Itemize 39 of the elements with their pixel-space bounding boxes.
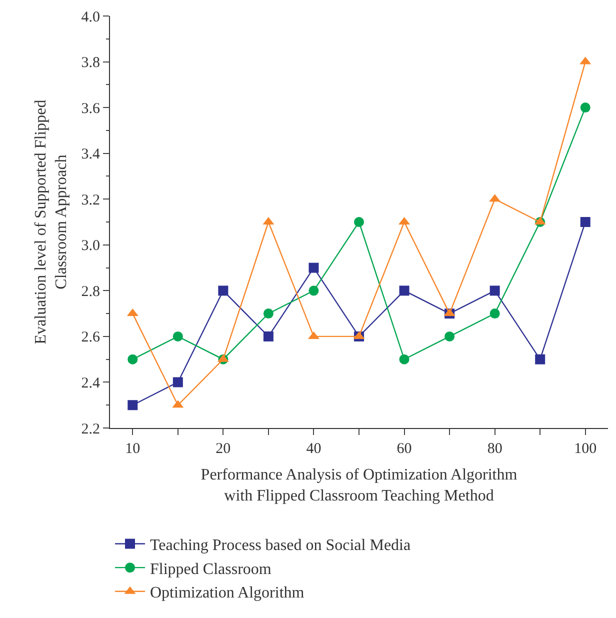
x-tick-label: 100 [574, 441, 597, 457]
legend-label: Teaching Process based on Social Media [150, 537, 411, 554]
point [128, 354, 138, 364]
point [218, 286, 228, 296]
point [308, 286, 319, 296]
y-tick-label: 4.0 [81, 9, 100, 26]
y-tick-label: 3.2 [81, 192, 100, 208]
y-tick-label: 3.4 [81, 146, 100, 163]
point [399, 354, 410, 364]
point [535, 354, 546, 364]
legend-label: Flipped Classroom [150, 560, 272, 578]
point [128, 400, 138, 410]
point [580, 102, 590, 113]
y-axis-title: Evaluation level of Supported Flipped Classroom Approach [32, 100, 70, 344]
point [490, 286, 500, 296]
point [444, 331, 455, 342]
point [172, 331, 183, 342]
y-tick-label: 2.8 [81, 284, 100, 300]
point [263, 308, 274, 319]
x-axis-title: Performance Analysis of Optimization Algorithm with Flipped Classroom Teaching Method [200, 466, 518, 504]
x-tick-label: 10 [125, 441, 140, 457]
point [263, 331, 274, 342]
point [580, 217, 590, 227]
point [354, 217, 364, 227]
y-tick-label: 2.2 [81, 421, 100, 438]
point [172, 377, 183, 388]
y-tick-label: 2.6 [81, 330, 100, 346]
point [308, 262, 319, 273]
y-tick-label: 2.4 [81, 375, 100, 392]
point [399, 286, 410, 296]
y-tick-label: 3.8 [81, 55, 100, 72]
x-tick-label: 20 [216, 441, 231, 457]
y-tick-label: 3.6 [81, 100, 100, 117]
point [490, 308, 500, 319]
x-tick-label: 40 [306, 441, 322, 457]
x-tick-label: 60 [396, 441, 412, 457]
x-tick-label: 80 [487, 441, 502, 457]
y-tick-label: 3.0 [81, 238, 100, 254]
legend-label: Optimization Algorithm [150, 584, 305, 602]
